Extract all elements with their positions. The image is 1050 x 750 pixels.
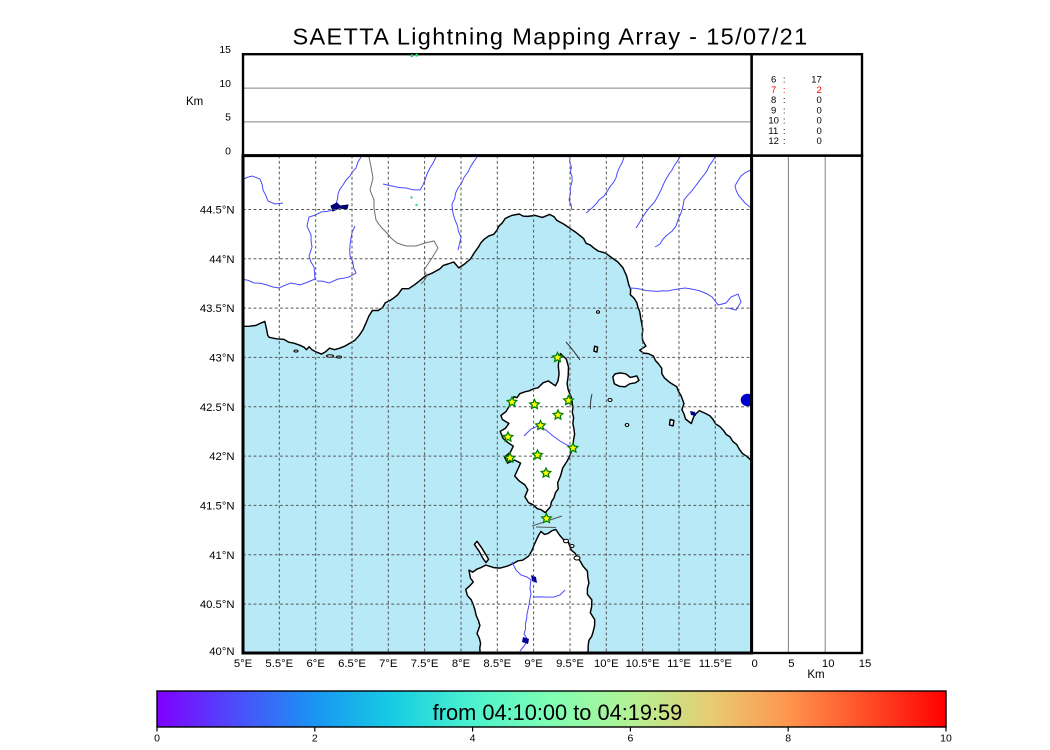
svg-text:15: 15 (859, 658, 872, 670)
svg-text:40°N: 40°N (209, 646, 234, 658)
svg-text:4: 4 (470, 733, 476, 745)
svg-text:6: 6 (768, 75, 776, 86)
svg-text:6°E: 6°E (307, 658, 326, 670)
svg-text:7.5°E: 7.5°E (411, 658, 439, 670)
svg-text:8: 8 (768, 95, 776, 106)
svg-text::: : (783, 85, 786, 96)
svg-text:2: 2 (312, 733, 318, 745)
svg-text:0: 0 (154, 733, 160, 745)
svg-text:2: 2 (817, 85, 822, 96)
svg-text:7°E: 7°E (379, 658, 398, 670)
svg-text:9.5°E: 9.5°E (556, 658, 584, 670)
svg-text:0: 0 (817, 105, 822, 116)
svg-text::: : (783, 75, 786, 86)
svg-text:9: 9 (768, 105, 776, 116)
svg-text:0: 0 (751, 658, 757, 670)
svg-text:10.5°E: 10.5°E (626, 658, 661, 670)
svg-text:8.5°E: 8.5°E (483, 658, 511, 670)
svg-text:15: 15 (219, 44, 231, 56)
svg-text:0: 0 (817, 95, 822, 106)
svg-text:41.5°N: 41.5°N (200, 500, 235, 512)
svg-text:11: 11 (768, 126, 778, 137)
svg-text:8: 8 (785, 733, 791, 745)
svg-text:44°N: 44°N (209, 254, 234, 266)
svg-text:41°N: 41°N (209, 550, 234, 562)
svg-text::: : (783, 136, 786, 147)
svg-text:10°E: 10°E (594, 658, 619, 670)
svg-text:11.5°E: 11.5°E (699, 658, 733, 670)
svg-text:5.5°E: 5.5°E (265, 658, 293, 670)
svg-text:12: 12 (768, 136, 779, 147)
svg-text:0: 0 (225, 146, 231, 158)
svg-text:6.5°E: 6.5°E (338, 658, 366, 670)
svg-text:44.5°N: 44.5°N (200, 205, 235, 217)
svg-text::: : (783, 126, 786, 137)
svg-text:0: 0 (817, 136, 822, 147)
svg-text:10: 10 (940, 733, 952, 745)
svg-text:10: 10 (219, 78, 231, 90)
svg-text:Km: Km (807, 669, 824, 681)
svg-text:SAETTA Lightning Mapping Array: SAETTA Lightning Mapping Array - 15/07/2… (292, 24, 808, 50)
svg-text:9°E: 9°E (524, 658, 543, 670)
svg-text:from 04:10:00 to 04:19:59: from 04:10:00 to 04:19:59 (433, 700, 683, 725)
svg-text:43.5°N: 43.5°N (200, 303, 235, 315)
svg-text:10: 10 (768, 116, 779, 127)
svg-text:10: 10 (822, 658, 835, 670)
svg-text:Km: Km (186, 96, 203, 108)
svg-text:5: 5 (225, 112, 231, 124)
svg-text:0: 0 (817, 126, 822, 137)
svg-text:7: 7 (768, 85, 776, 96)
svg-text:40.5°N: 40.5°N (200, 599, 235, 611)
svg-text:8°E: 8°E (452, 658, 471, 670)
svg-text:43°N: 43°N (209, 352, 234, 364)
svg-text:42.5°N: 42.5°N (200, 402, 235, 414)
svg-text:42°N: 42°N (209, 451, 234, 463)
svg-text::: : (783, 95, 786, 106)
svg-text:17: 17 (811, 75, 822, 86)
svg-text::: : (783, 105, 786, 116)
svg-text:11°E: 11°E (667, 658, 691, 670)
svg-text:0: 0 (817, 116, 822, 127)
svg-text::: : (783, 116, 786, 127)
svg-text:5: 5 (788, 658, 794, 670)
svg-text:6: 6 (627, 733, 633, 745)
svg-text:5°E: 5°E (234, 658, 253, 670)
